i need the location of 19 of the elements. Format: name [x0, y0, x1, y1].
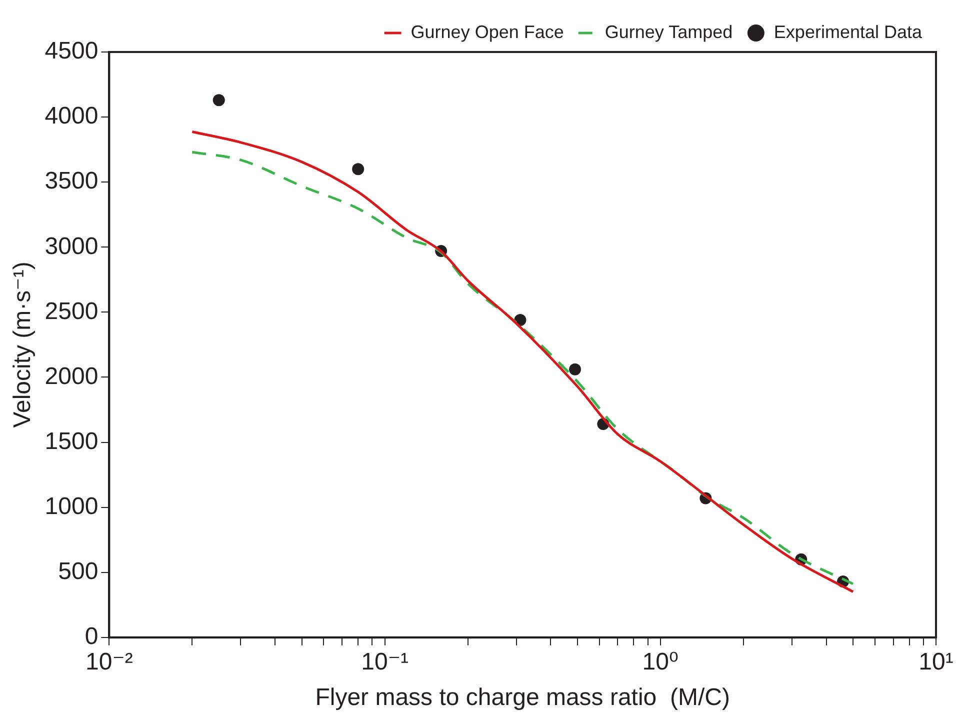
x-axis-title: Flyer mass to charge mass ratio (M/C) [315, 684, 730, 712]
y-axis-title: Velocity (m·s⁻¹) [9, 262, 36, 428]
y-tick-label: 1500 [44, 428, 98, 455]
y-tick-label: 500 [58, 558, 98, 585]
x-tick-label: 10⁻² [86, 648, 133, 676]
x-tick-label: 10⁰ [642, 648, 679, 676]
y-tick-label: 4500 [44, 38, 98, 65]
y-tick-label: 1000 [44, 492, 98, 520]
legend-label: Gurney Open Face [410, 22, 564, 42]
y-tick-label: 0 [84, 623, 98, 650]
y-tick-label: 3000 [44, 232, 98, 260]
y-tick-label: 4000 [44, 102, 98, 130]
x-tick-label: 10¹ [918, 648, 954, 676]
x-tick-label: 10⁻¹ [361, 648, 408, 676]
y-tick-label: 3500 [44, 168, 98, 195]
y-tick-label: 2500 [44, 298, 98, 325]
legend-label: Gurney Tamped [604, 22, 733, 42]
legend-label: Experimental Data [774, 22, 923, 42]
y-tick-label: 2000 [44, 362, 98, 390]
